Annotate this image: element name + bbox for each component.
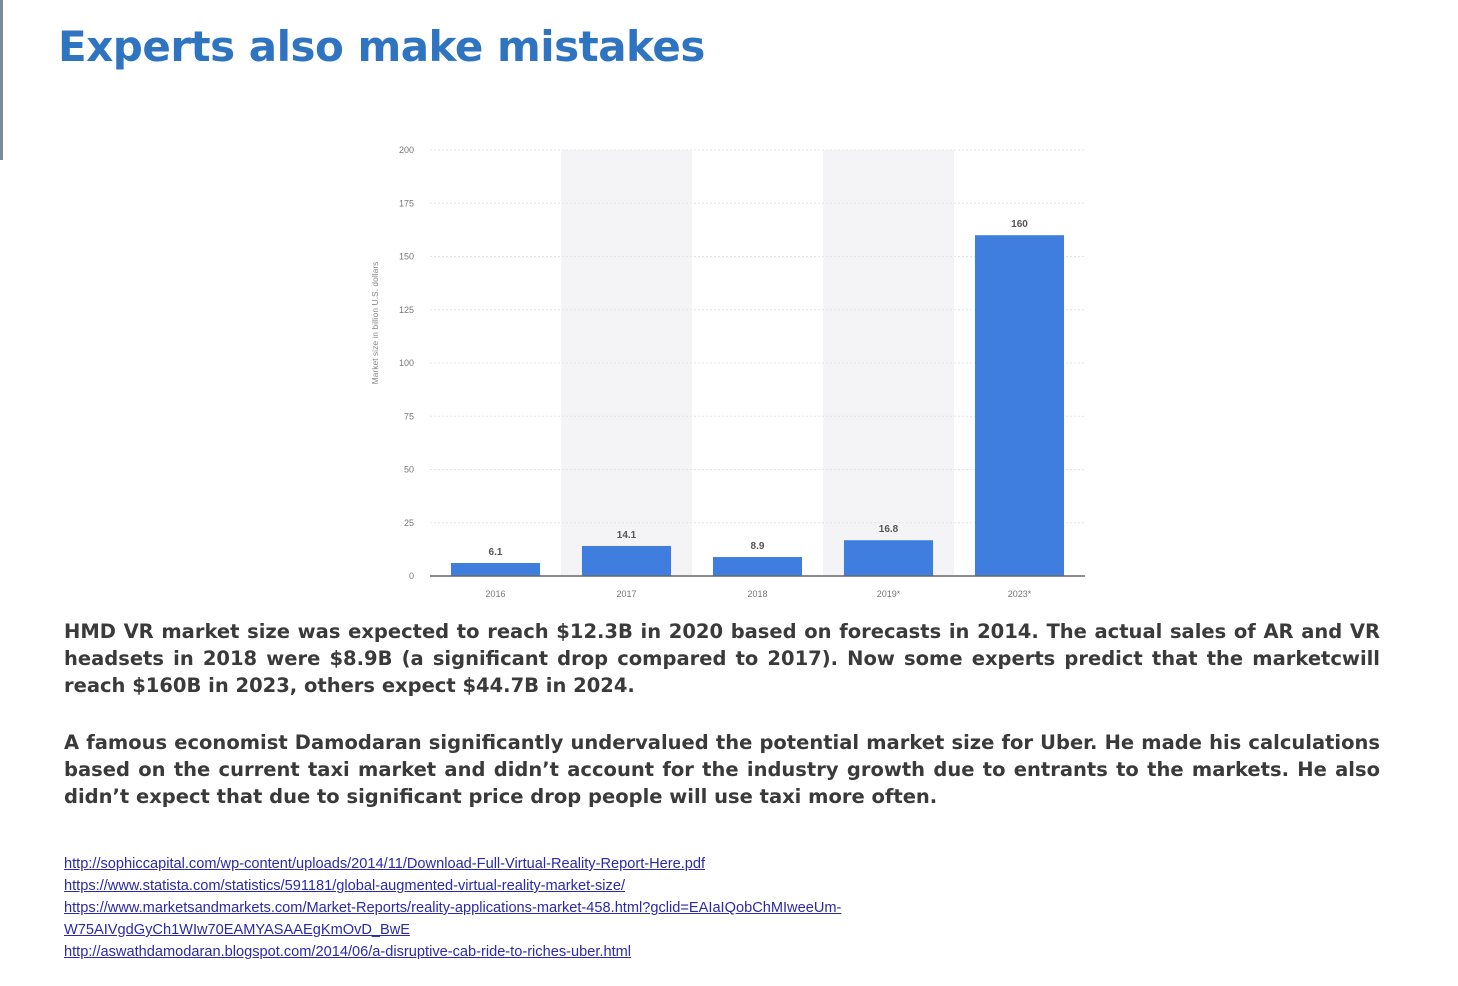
x-tick-label: 2019* — [877, 589, 901, 599]
slide-title: Experts also make mistakes — [58, 22, 705, 71]
x-tick-label: 2016 — [485, 589, 505, 599]
bar-data-label: 8.9 — [751, 541, 765, 552]
bar-data-label: 14.1 — [617, 530, 637, 541]
x-tick-label: 2023* — [1008, 589, 1032, 599]
x-tick-label: 2018 — [747, 589, 767, 599]
bar — [843, 540, 934, 576]
y-tick-label: 125 — [399, 305, 414, 315]
chart-band — [823, 150, 954, 576]
y-tick-label: 100 — [399, 358, 414, 368]
bar — [581, 545, 672, 576]
bar — [974, 235, 1065, 576]
y-tick-label: 0 — [409, 571, 414, 581]
reference-link[interactable]: http://sophiccapital.com/wp-content/uplo… — [64, 856, 706, 872]
bar — [712, 557, 803, 576]
bar-data-label: 16.8 — [879, 524, 899, 535]
y-tick-label: 200 — [399, 145, 414, 155]
paragraph-vr-market: HMD VR market size was expected to reach… — [64, 620, 1380, 697]
market-size-bar-chart: 0 25 50 75 100 125 150 175 200 Market size in bil… — [370, 145, 1085, 599]
x-tick-label: 2017 — [616, 589, 636, 599]
y-tick-label: 150 — [399, 252, 414, 262]
paragraph-uber-damodaran: A famous economist Damodaran significant… — [64, 731, 1380, 808]
y-tick-label: 25 — [404, 518, 414, 528]
reference-link[interactable]: https://www.marketsandmarkets.com/Market… — [64, 900, 842, 916]
y-axis-label: Market size in billion U.S. dollars — [370, 262, 380, 385]
y-tick-label: 175 — [399, 198, 414, 208]
y-tick-label: 75 — [404, 411, 414, 421]
reference-links: http://sophiccapital.com/wp-content/uplo… — [64, 853, 1064, 963]
bar-data-label: 160 — [1011, 219, 1028, 230]
bar — [450, 563, 541, 576]
reference-link-continued[interactable]: W75AIVgdGyCh1WIw70EAMYASAAEgKmOvD_BwE — [64, 922, 411, 938]
slide-edge-bar — [0, 0, 3, 160]
reference-link[interactable]: https://www.statista.com/statistics/5911… — [64, 878, 625, 894]
reference-link[interactable]: http://aswathdamodaran.blogspot.com/2014… — [64, 944, 632, 960]
bar-data-label: 6.1 — [489, 547, 503, 558]
y-tick-label: 50 — [404, 465, 414, 475]
